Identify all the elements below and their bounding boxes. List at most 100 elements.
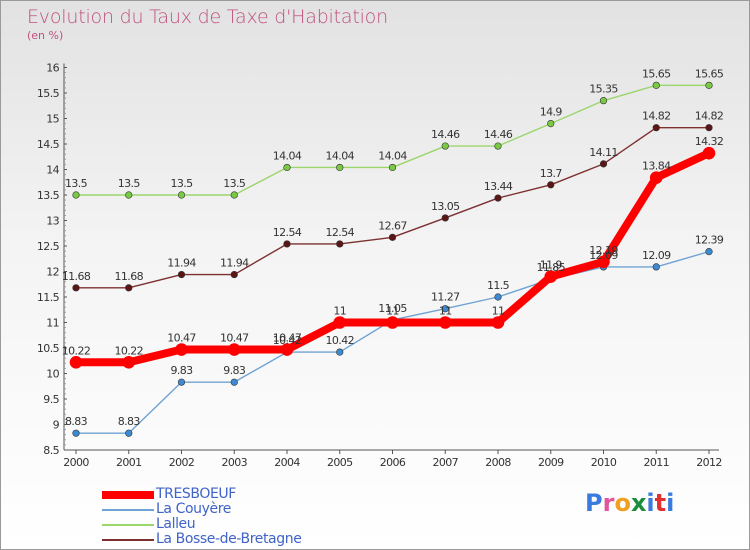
y-tick-label: 11.5: [37, 291, 60, 304]
data-labels-layer: 10.22 10.22 10.47 10.47 10.47 11 11 11 11 11.9 12.…: [62, 67, 725, 428]
data-label: 14.82: [695, 110, 724, 123]
data-point: [494, 293, 502, 301]
data-label: 11.68: [62, 270, 91, 283]
data-point: [388, 163, 397, 172]
data-point: [230, 378, 238, 386]
data-label: 11.68: [115, 270, 144, 283]
data-label: 9.83: [170, 364, 193, 377]
y-tick-label: 16: [46, 62, 59, 75]
x-tick-label: 2003: [221, 456, 247, 469]
y-tick-label: 14.5: [37, 138, 60, 151]
data-label: 14.04: [273, 149, 302, 162]
legend-label: La Bosse-de-Bretagne: [156, 531, 302, 547]
data-point: [491, 316, 505, 329]
data-point: [230, 191, 238, 199]
data-label: 8.83: [118, 415, 141, 428]
data-point: [544, 270, 558, 283]
data-label: 11.94: [220, 257, 249, 270]
chart-title: Evolution du Taux de Taxe d'Habitation: [27, 6, 388, 28]
data-label: 14.82: [642, 110, 671, 123]
data-point: [125, 191, 133, 199]
x-tick-label: 2004: [274, 456, 300, 469]
legend-swatch: [102, 539, 154, 541]
legend-label: La Couyère: [156, 501, 232, 517]
data-label: 14.46: [484, 128, 513, 141]
data-label: 12.09: [642, 249, 671, 262]
data-point: [283, 163, 291, 172]
logo-letter: i: [646, 489, 655, 517]
data-label: 15.65: [642, 67, 671, 80]
legend-label: TRESBOEUF: [156, 486, 236, 502]
data-label: 11.9: [540, 259, 563, 272]
y-tick-label: 15: [46, 113, 59, 126]
data-label: 10.47: [220, 332, 249, 345]
data-label: 13.7: [540, 167, 563, 180]
logo-letter: o: [614, 489, 631, 517]
data-point: [336, 348, 344, 356]
data-label: 15.35: [589, 83, 618, 96]
data-point: [333, 316, 347, 329]
axes: 8.599.51010.51111.51212.51313.51414.5151…: [37, 62, 722, 470]
data-label: 8.83: [65, 415, 88, 428]
legend-label: Lalleu: [156, 516, 196, 532]
data-label: 11.85: [537, 261, 566, 274]
data-label: 13.05: [431, 200, 460, 213]
legend-swatch: [102, 509, 154, 511]
data-label: 11: [333, 305, 346, 318]
data-label: 10.47: [167, 332, 196, 345]
x-tick-label: 2007: [432, 456, 458, 469]
y-tick-label: 12: [46, 266, 59, 279]
data-point: [125, 284, 133, 292]
data-label: 12.19: [589, 244, 618, 257]
data-point: [386, 316, 399, 329]
data-point: [177, 191, 186, 199]
y-tick-label: 10: [46, 368, 59, 381]
data-label: 11: [492, 305, 505, 318]
data-label: 13.5: [118, 177, 141, 190]
data-point: [441, 214, 449, 222]
logo-letter: x: [630, 489, 647, 517]
data-label: 11: [386, 305, 399, 318]
data-label: 13.5: [170, 177, 193, 190]
data-label: 10.47: [273, 332, 302, 345]
data-point: [652, 81, 660, 89]
logo-letter: r: [602, 489, 615, 517]
data-label: 13.5: [223, 177, 246, 190]
data-label: 13.84: [642, 160, 671, 173]
data-label: 9.83: [223, 364, 246, 377]
x-tick-label: 2008: [485, 456, 511, 469]
data-label: 14.04: [326, 149, 355, 162]
x-tick-label: 2005: [327, 456, 353, 469]
y-tick-label: 13.5: [37, 189, 60, 202]
data-point: [705, 248, 713, 256]
data-point: [72, 191, 80, 199]
data-point: [547, 119, 555, 128]
data-point: [652, 124, 660, 132]
proxiti-logo: Proxiti: [585, 489, 674, 517]
x-tick-label: 2000: [63, 456, 89, 469]
data-label: 11.05: [378, 302, 407, 315]
data-point: [227, 343, 241, 356]
legend-swatch: [102, 491, 154, 499]
data-point: [702, 146, 716, 160]
data-point: [336, 163, 344, 172]
x-tick-label: 2002: [169, 456, 195, 469]
data-label: 11.94: [167, 257, 196, 270]
logo-letter: t: [654, 489, 667, 517]
x-tick-label: 2010: [591, 456, 617, 469]
y-tick-label: 14: [46, 164, 59, 177]
data-point: [547, 181, 555, 189]
data-label: 12.54: [326, 226, 355, 239]
data-point: [336, 240, 344, 248]
data-point: [599, 97, 608, 105]
series-la-bosse-de-bretagne: [72, 124, 713, 292]
data-label: 11: [439, 305, 452, 318]
data-point: [230, 270, 238, 279]
data-point: [494, 142, 502, 150]
data-point: [705, 124, 713, 132]
data-point: [283, 240, 291, 248]
data-label: 10.42: [273, 334, 302, 347]
x-tick-label: 2009: [538, 456, 564, 469]
data-point: [649, 171, 663, 184]
y-tick-label: 8.5: [43, 444, 59, 457]
